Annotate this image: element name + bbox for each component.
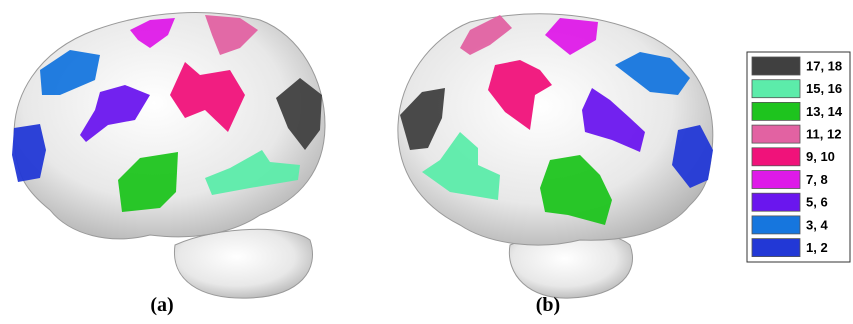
legend-swatch — [752, 102, 800, 120]
legend-swatch — [752, 80, 800, 98]
legend-swatch — [752, 239, 800, 257]
legend-swatch — [752, 193, 800, 211]
legend-label: 17, 18 — [806, 58, 842, 73]
legend-label: 11, 12 — [806, 127, 841, 142]
legend-swatch — [752, 148, 800, 166]
legend-label: 9, 10 — [806, 149, 835, 164]
legend-swatch — [752, 57, 800, 75]
panel-label: (a) — [150, 294, 173, 316]
legend-label: 5, 6 — [806, 195, 828, 210]
figure: (a) (b) 17, 18 15, 16 13, 14 11, 12 9, 10 7, … — [0, 0, 853, 324]
legend-label: 1, 2 — [806, 240, 828, 255]
legend-label: 13, 14 — [806, 104, 843, 119]
legend-swatch — [752, 216, 800, 234]
legend-label: 15, 16 — [806, 81, 842, 96]
legend-swatch — [752, 171, 800, 189]
panel-label: (b) — [536, 294, 560, 316]
legend-label: 3, 4 — [806, 217, 828, 232]
region-patch — [12, 124, 46, 182]
legend-label: 7, 8 — [806, 172, 828, 187]
legend-swatch — [752, 125, 800, 143]
